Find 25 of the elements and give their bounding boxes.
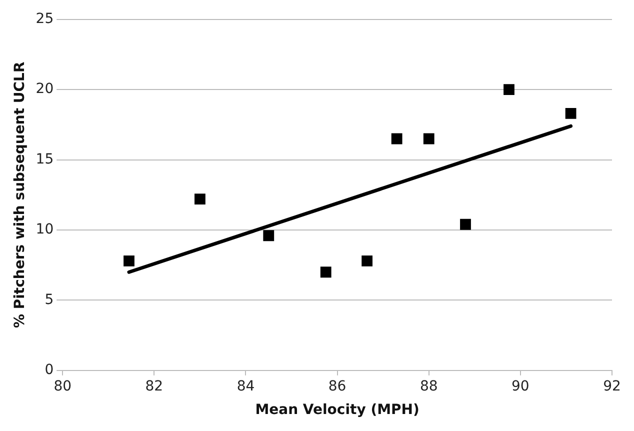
x-axis-title: Mean Velocity (MPH)	[255, 402, 420, 418]
point	[124, 255, 134, 266]
point	[320, 266, 332, 278]
point	[460, 218, 471, 230]
x-tick-label: 84	[236, 378, 255, 394]
x-tick-label: 82	[145, 378, 164, 394]
y-tick-label: 20	[36, 81, 54, 98]
point	[263, 230, 274, 242]
point	[565, 108, 576, 119]
x-tick-label: 90	[512, 378, 530, 394]
point	[423, 133, 434, 144]
point	[391, 133, 402, 144]
point	[362, 255, 373, 266]
y-tick-label: 25	[36, 11, 54, 28]
point	[504, 84, 514, 96]
y-tick-label: 5	[44, 292, 54, 308]
x-tick-label: 80	[54, 378, 72, 394]
x-tick-label: 88	[420, 378, 438, 394]
y-tick-label: 15	[36, 151, 54, 168]
x-tick-label: 86	[328, 378, 346, 394]
point	[194, 194, 206, 205]
y-tick-label: 0	[44, 362, 54, 378]
y-axis-title: % Pitchers with subsequent UCLR	[12, 62, 28, 328]
x-tick-label: 92	[603, 378, 621, 394]
y-tick-label: 10	[36, 222, 54, 238]
